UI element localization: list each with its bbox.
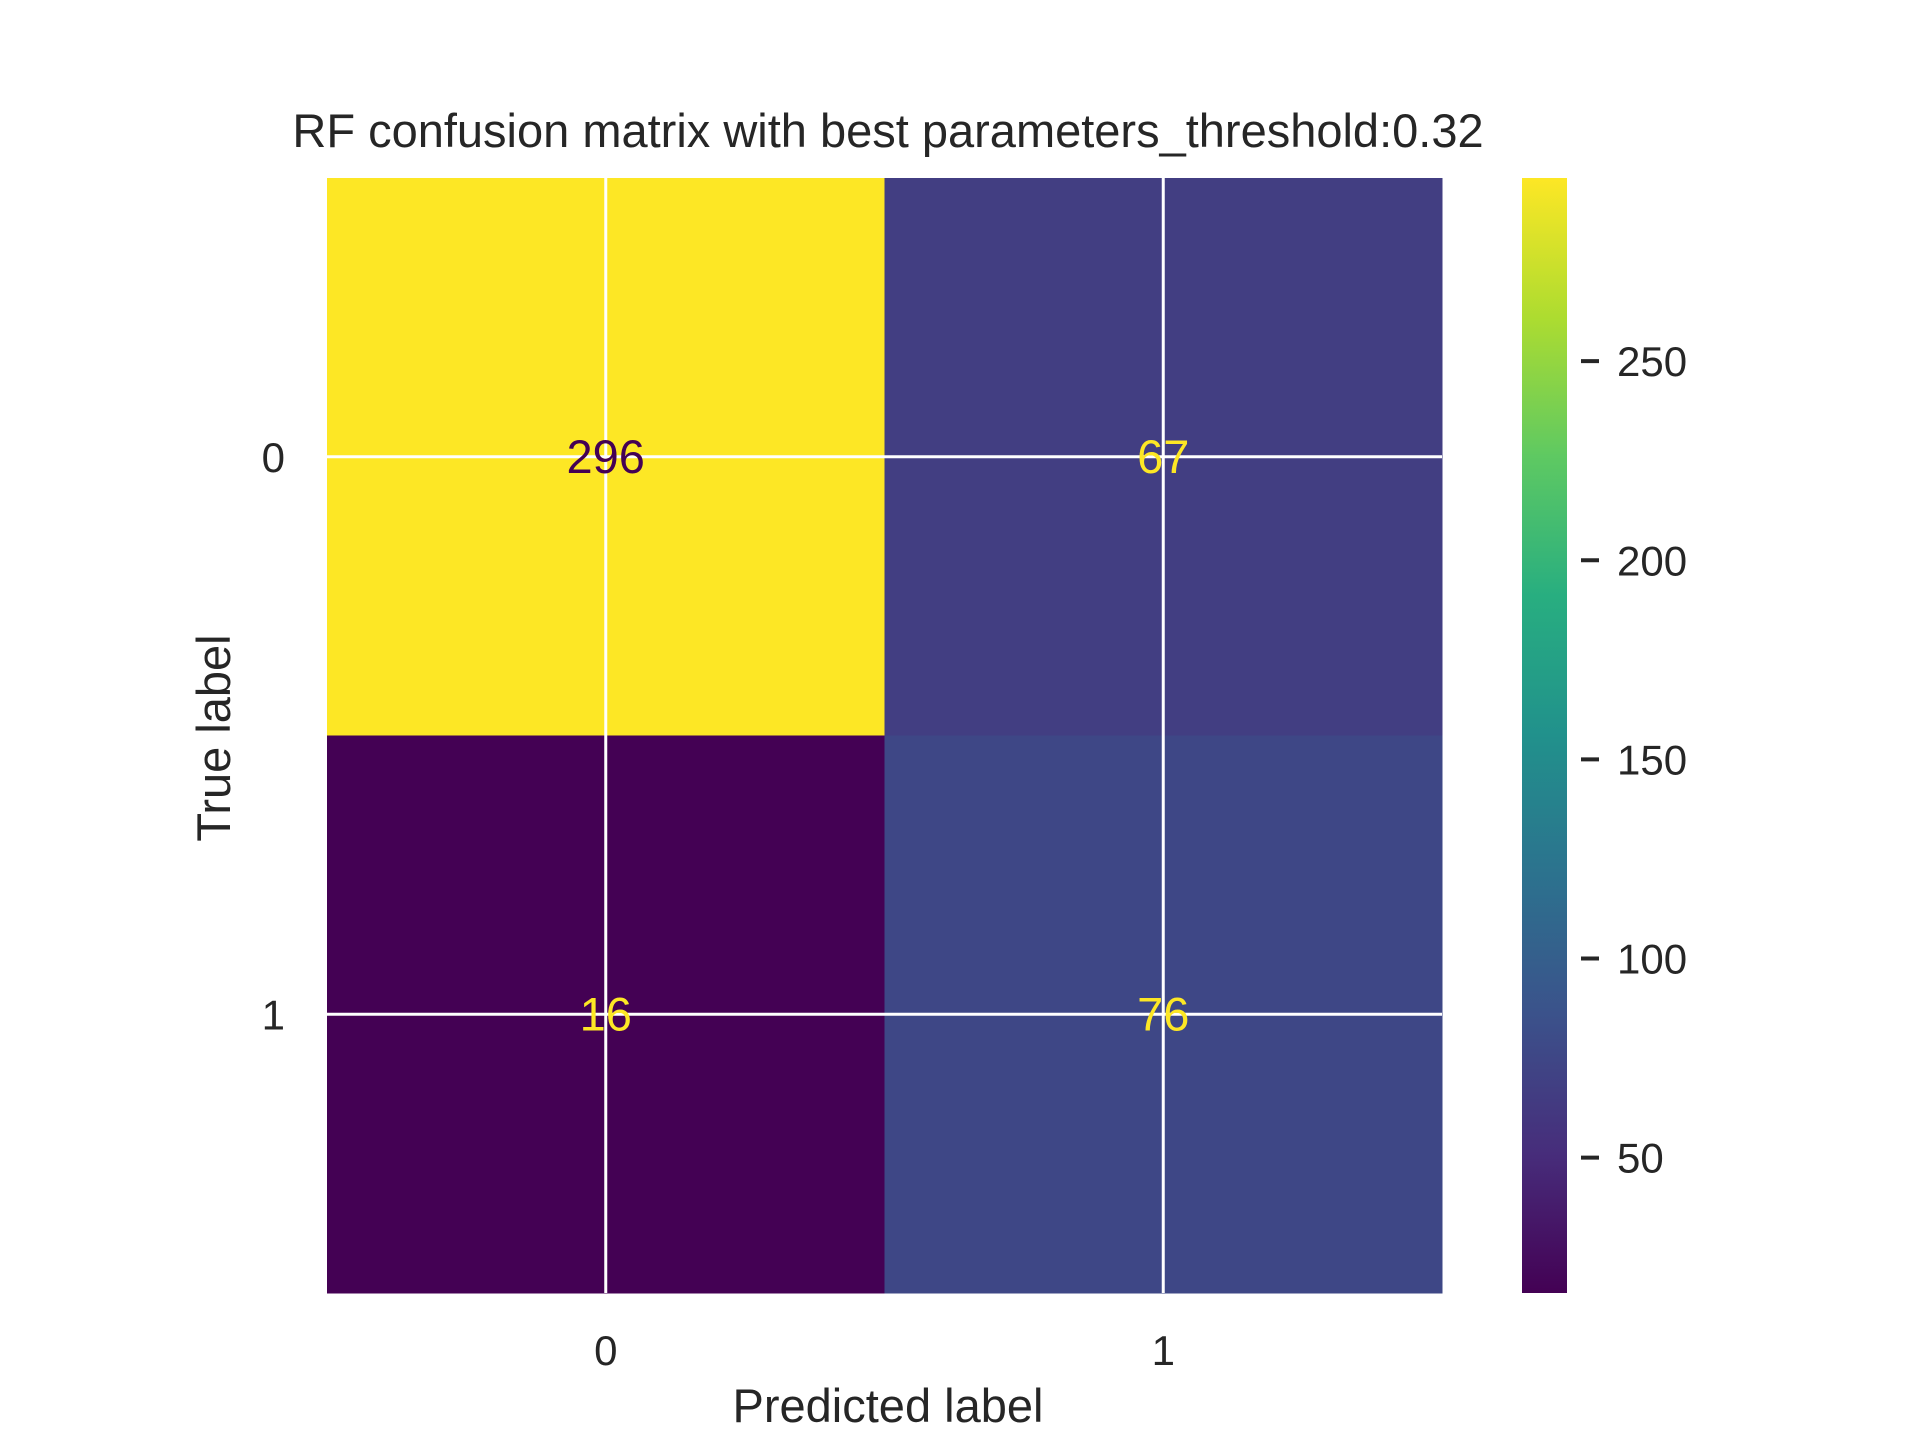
- y-tick-label: 0: [262, 434, 285, 481]
- x-axis-label: Predicted label: [733, 1379, 1044, 1432]
- matrix-cells: [327, 178, 1443, 1294]
- y-tick-label: 1: [262, 991, 285, 1038]
- cell-value-labels: 296 67 16 76: [567, 430, 1190, 1041]
- colorbar-tick-label: 50: [1617, 1135, 1664, 1182]
- grid-lines: [327, 178, 1442, 1293]
- cell-value-1-1: 76: [1137, 987, 1189, 1040]
- y-axis-label: True label: [187, 634, 240, 841]
- y-tick-labels: 01: [262, 434, 285, 1039]
- colorbar-tick-label: 200: [1617, 537, 1687, 584]
- x-tick-label: 0: [594, 1327, 617, 1374]
- cell-value-1-0: 16: [580, 987, 632, 1040]
- x-tick-label: 1: [1152, 1327, 1175, 1374]
- colorbar-tick-label: 250: [1617, 338, 1687, 385]
- colorbar-tick-label: 150: [1617, 736, 1687, 783]
- colorbar-tick-label: 100: [1617, 936, 1687, 983]
- chart-title: RF confusion matrix with best parameters…: [292, 104, 1483, 157]
- cell-value-0-0: 296: [567, 430, 645, 483]
- colorbar: [1522, 178, 1567, 1293]
- colorbar-ticks: 50 100 150 200 250: [1581, 338, 1687, 1182]
- cell-value-0-1: 67: [1137, 430, 1189, 483]
